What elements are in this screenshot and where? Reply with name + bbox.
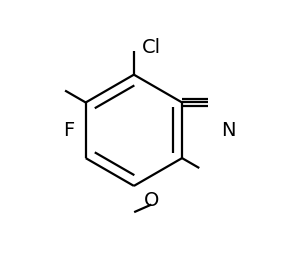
Text: O: O <box>144 191 159 210</box>
Text: N: N <box>221 121 236 140</box>
Text: Cl: Cl <box>142 38 161 57</box>
Text: F: F <box>63 121 74 140</box>
